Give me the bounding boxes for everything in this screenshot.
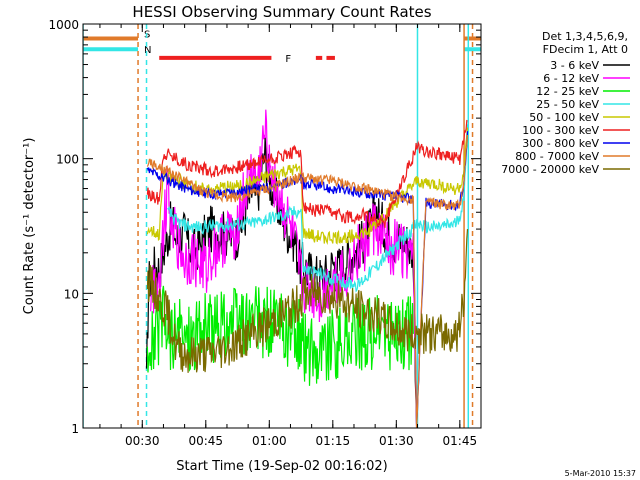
y-tick-label: 100 [56, 153, 79, 167]
legend-label: 12 - 25 keV [536, 85, 599, 98]
y-tick-label: 1 [71, 422, 79, 436]
y-axis-label: Count Rate (s⁻¹ detector⁻¹) [22, 138, 37, 315]
legend-header: FDecim 1, Att 0 [543, 43, 628, 56]
footer-timestamp: 5-Mar-2010 15:37 [565, 469, 636, 478]
series-line [146, 127, 469, 245]
flag-label: N [144, 45, 151, 56]
x-tick-label: 01:15 [316, 434, 351, 448]
series-line [146, 229, 469, 373]
chart-title: HESSI Observing Summary Count Rates [132, 3, 431, 21]
legend-label: 100 - 300 keV [522, 124, 599, 137]
series-line [146, 134, 469, 428]
x-tick-label: 01:45 [443, 434, 478, 448]
x-axis-label: Start Time (19-Sep-02 00:16:02) [176, 459, 387, 474]
legend-label: 50 - 100 keV [529, 111, 599, 124]
series-line [146, 119, 468, 229]
legend-label: 3 - 6 keV [550, 59, 599, 72]
x-tick-label: 01:30 [379, 434, 414, 448]
legend-label: 6 - 12 keV [543, 72, 599, 85]
y-tick-label: 1000 [48, 18, 79, 32]
y-tick-label: 10 [64, 287, 79, 301]
legend-label: 300 - 800 keV [522, 137, 599, 150]
legend: Det 1,3,4,5,6,9,FDecim 1, Att 0 3 - 6 keV… [501, 30, 630, 176]
legend-label: 7000 - 20000 keV [501, 163, 599, 176]
x-tick-label: 00:30 [125, 434, 160, 448]
flag-label: F [285, 54, 291, 65]
plot-frame [82, 23, 482, 429]
series-line [167, 124, 469, 293]
legend-label: 25 - 50 keV [536, 98, 599, 111]
legend-label: 800 - 7000 keV [515, 150, 599, 163]
x-tick-label: 00:45 [188, 434, 223, 448]
legend-header: Det 1,3,4,5,6,9, [542, 30, 628, 43]
x-tick-label: 01:00 [252, 434, 287, 448]
